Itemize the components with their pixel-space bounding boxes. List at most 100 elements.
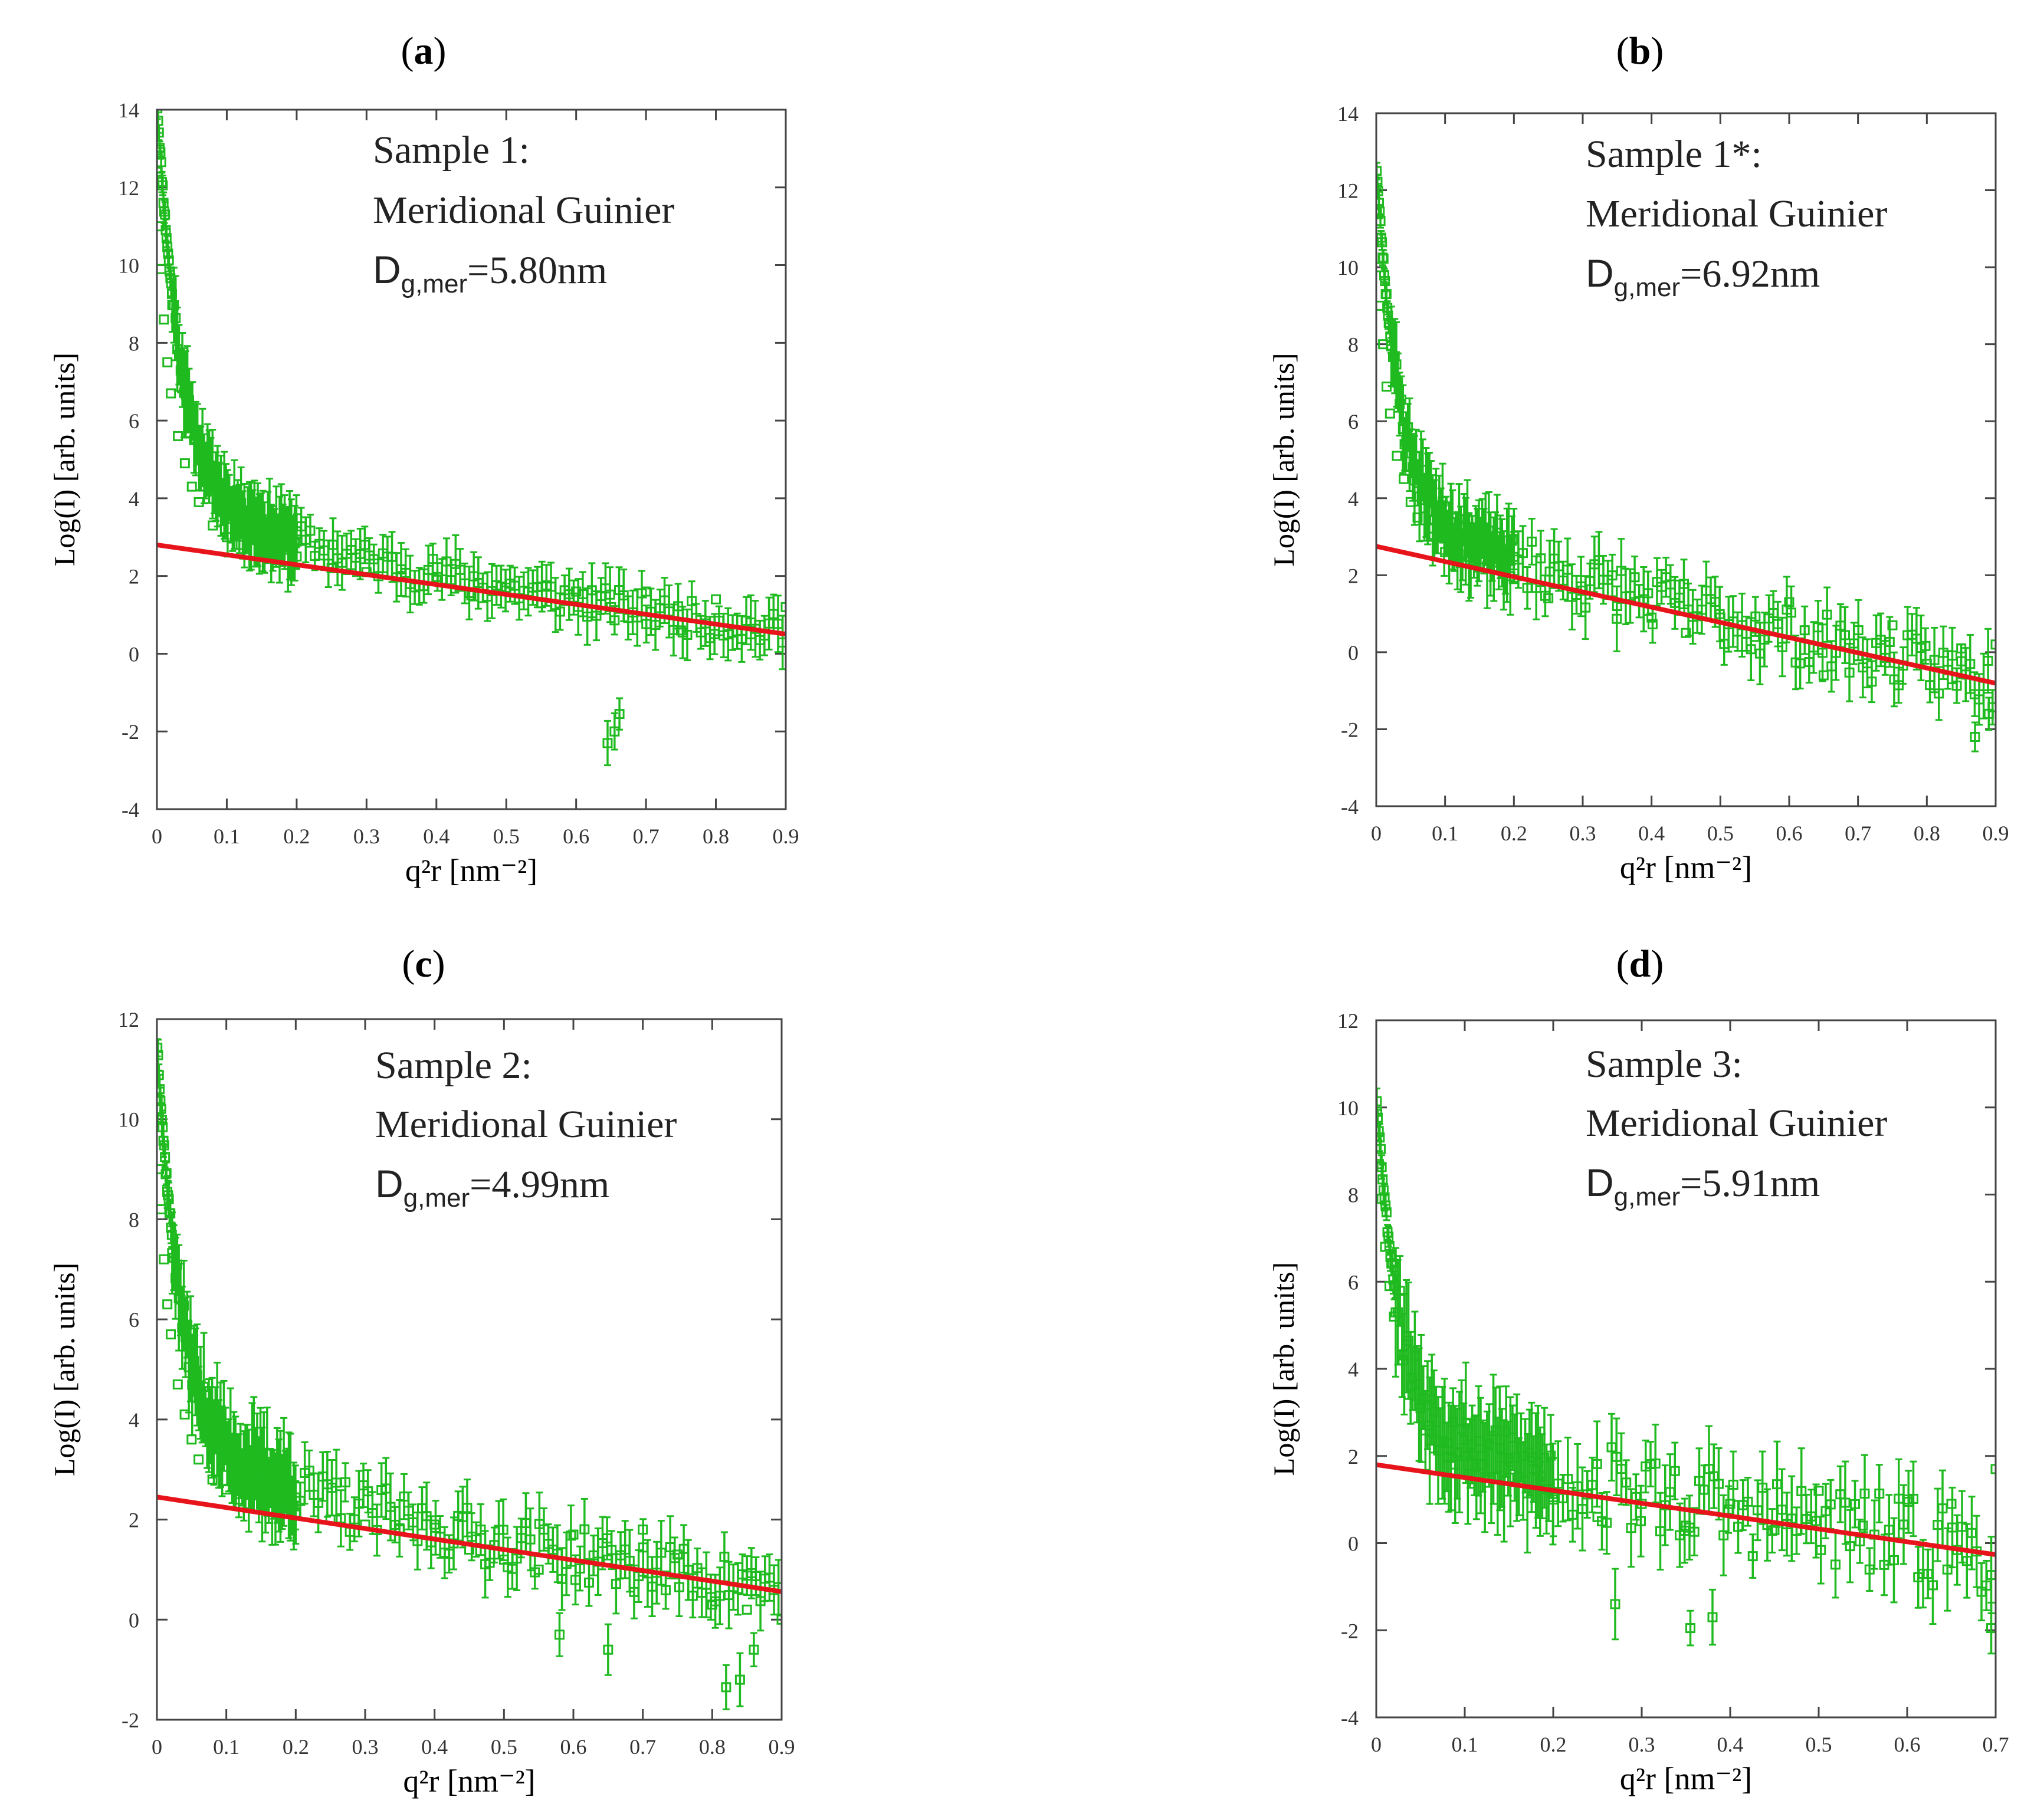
panel-caption: (c): [402, 942, 445, 985]
data-point: [1548, 1494, 1559, 1505]
data-point: [475, 1525, 486, 1535]
data-point: [1636, 1516, 1646, 1526]
sample-label: Sample 3:: [1586, 1043, 1743, 1086]
dg-value-label: Dg,mer=4.99nm: [375, 1162, 609, 1213]
y-tick-label: 12: [1337, 1009, 1359, 1033]
data-point: [1990, 639, 1996, 650]
data-point: [583, 1577, 594, 1588]
data-point: [160, 1152, 170, 1162]
x-tick-label: 0.5: [493, 824, 520, 848]
data-point: [1621, 1477, 1632, 1488]
data-point: [1818, 670, 1829, 681]
y-tick-label: 8: [129, 331, 139, 355]
sample-label: Sample 2:: [375, 1044, 532, 1087]
data-point: [606, 1545, 617, 1555]
data-point: [186, 1434, 197, 1445]
data-point: [1784, 597, 1794, 607]
data-point: [533, 1564, 544, 1575]
y-tick-label: 10: [118, 1108, 139, 1132]
data-point: [1376, 1159, 1384, 1169]
x-axis-label: q²r [nm⁻²]: [1620, 850, 1752, 885]
data-point: [1385, 408, 1395, 419]
dg-symbol: D: [1586, 251, 1614, 295]
data-point: [1983, 708, 1994, 719]
data-point: [1845, 1541, 1855, 1552]
dg-value: =4.99nm: [470, 1163, 609, 1206]
data-point: [159, 1254, 169, 1264]
y-tick-label: 6: [129, 409, 139, 433]
data-point: [501, 582, 511, 593]
data-point: [1610, 1599, 1620, 1609]
data-point: [1477, 1460, 1488, 1470]
y-tick-label: 12: [118, 1008, 139, 1031]
data-point: [193, 497, 204, 507]
y-tick-label: 6: [1348, 1270, 1359, 1294]
data-point: [1743, 1496, 1753, 1507]
data-point: [777, 637, 786, 648]
x-tick-label: 0.1: [1432, 822, 1458, 845]
data-point: [1894, 680, 1904, 691]
data-point: [1378, 254, 1389, 264]
data-point: [711, 594, 721, 605]
dg-symbol: D: [373, 248, 401, 291]
method-label: Meridional Guinier: [1586, 192, 1887, 235]
x-tick-label: 0.5: [1707, 822, 1734, 845]
data-point: [1381, 1207, 1392, 1218]
plot-frame: [1375, 112, 1997, 807]
data-point: [1395, 1286, 1405, 1296]
data-point: [1403, 1335, 1414, 1346]
x-tick-label: 0: [152, 824, 162, 848]
x-tick-label: 0.7: [1983, 1733, 2009, 1756]
data-point: [742, 1604, 752, 1615]
data-point: [1650, 1458, 1661, 1469]
guinier-fit-line: [1376, 544, 1996, 686]
y-tick-label: 10: [1337, 256, 1359, 280]
data-point: [1399, 474, 1409, 484]
data-point: [1580, 602, 1591, 613]
dg-value: =5.91nm: [1680, 1162, 1820, 1205]
x-axis-label: q²r [nm⁻²]: [1620, 1761, 1752, 1796]
panel-letter: d: [1629, 942, 1651, 985]
data-point: [1786, 607, 1796, 618]
data-point: [609, 726, 620, 737]
data-point: [304, 1466, 314, 1476]
data-point: [1518, 548, 1528, 559]
data-point: [305, 525, 316, 536]
dg-symbol: D: [375, 1162, 403, 1205]
y-tick-label: 10: [1337, 1096, 1359, 1120]
dg-value-label: Dg,mer=5.91nm: [1586, 1161, 1820, 1211]
x-tick-label: 0.7: [1845, 822, 1871, 845]
data-point: [1850, 1499, 1860, 1509]
data-point: [428, 554, 438, 564]
data-layer: [157, 1038, 782, 1710]
plot-frame: [156, 109, 787, 810]
y-tick-label: 2: [1348, 1445, 1359, 1469]
x-tick-label: 0.9: [769, 1735, 795, 1759]
data-point: [179, 458, 190, 469]
x-tick-label: 0.7: [629, 1735, 656, 1759]
x-tick-label: 0.4: [1638, 822, 1665, 845]
y-tick-label: 6: [1348, 410, 1359, 433]
guinier-fit-line: [157, 1494, 782, 1594]
method-label: Meridional Guinier: [373, 189, 674, 232]
x-tick-label: 0.9: [1983, 822, 2009, 845]
data-point: [1799, 625, 1810, 636]
x-tick-label: 0.2: [283, 1735, 309, 1759]
x-axis-label: q²r [nm⁻²]: [405, 853, 537, 888]
dg-subscript: g,mer: [401, 270, 467, 298]
data-point: [1947, 650, 1957, 661]
data-point: [586, 585, 597, 596]
data-point: [1669, 1466, 1680, 1476]
data-point: [1440, 547, 1451, 557]
data-point: [1990, 1464, 1996, 1474]
data-point: [1391, 359, 1402, 370]
y-tick-label: -2: [122, 720, 139, 744]
data-point: [1747, 1551, 1758, 1562]
x-tick-label: 0: [1371, 822, 1382, 845]
data-point: [1376, 300, 1386, 311]
data-point: [575, 1563, 585, 1574]
x-tick-label: 0.2: [1540, 1733, 1567, 1756]
y-axis-label: Log(I) [arb. units]: [1267, 353, 1300, 566]
y-tick-label: 0: [129, 642, 139, 666]
panel-letter: b: [1629, 29, 1651, 73]
